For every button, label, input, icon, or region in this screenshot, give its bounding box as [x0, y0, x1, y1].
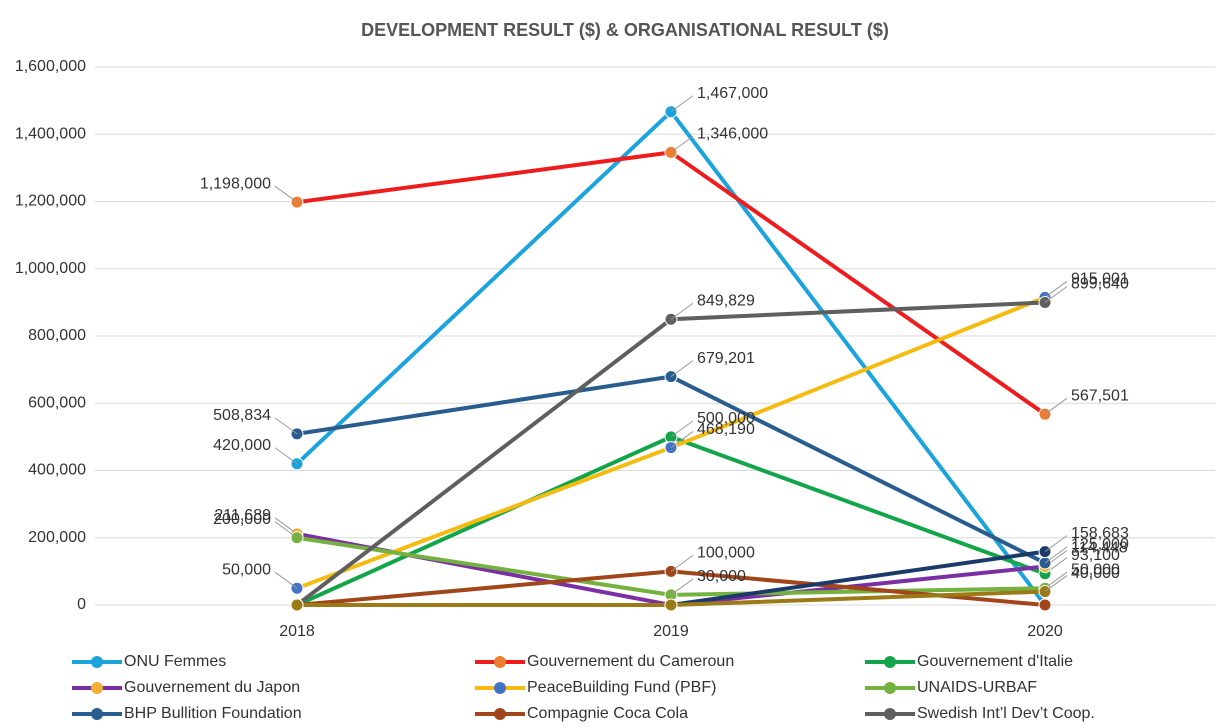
data-label: 200,000: [213, 511, 271, 528]
data-label: 468,190: [697, 421, 755, 438]
legend-label: PeaceBuilding Fund (PBF): [527, 679, 716, 696]
legend-label: Gouvernement du Japon: [124, 679, 300, 696]
data-label: 93,100: [1071, 547, 1120, 564]
legend-marker: [884, 708, 896, 720]
data-label: 50,000: [222, 561, 271, 578]
leader-line: [670, 578, 694, 596]
legend-label: Swedish Int’l Dev’t Coop.: [917, 705, 1095, 722]
data-label: 50,000: [1071, 561, 1120, 578]
leader-line: [1044, 546, 1068, 564]
y-tick-label: 0: [77, 596, 86, 613]
leader-line: [1044, 286, 1068, 303]
leader-line: [670, 554, 694, 572]
legend-marker: [494, 708, 506, 720]
data-label: 679,201: [697, 350, 755, 367]
data-label: 500,000: [697, 410, 755, 427]
data-label: 508,834: [213, 407, 271, 424]
legend-label: BHP Bullition Foundation: [124, 705, 302, 722]
data-label: 915,001: [1071, 271, 1129, 288]
leader-line: [1044, 397, 1068, 415]
y-tick-label: 1,600,000: [15, 58, 86, 75]
chart-title: DEVELOPMENT RESULT ($) & ORGANISATIONAL …: [361, 20, 889, 40]
legend-label: Compagnie Coca Cola: [527, 705, 688, 722]
leader-line: [274, 517, 298, 535]
y-tick-label: 200,000: [28, 529, 86, 546]
legend-marker: [91, 656, 103, 668]
data-label: 1,467,000: [697, 85, 768, 102]
leader-line: [274, 185, 298, 203]
y-tick-label: 1,200,000: [15, 193, 86, 210]
leader-line: [670, 360, 694, 378]
legend-marker: [884, 682, 896, 694]
x-tick-label: 2018: [279, 623, 315, 640]
legend-label: UNAIDS-URBAF: [917, 679, 1037, 696]
y-tick-label: 800,000: [28, 327, 86, 344]
leader-line: [670, 95, 694, 113]
data-label: 420,000: [213, 437, 271, 454]
leader-line: [670, 302, 694, 320]
leader-line: [1044, 571, 1068, 589]
y-tick-label: 1,400,000: [15, 125, 86, 142]
leader-line: [1044, 575, 1068, 592]
leader-line: [274, 571, 298, 589]
data-label: 899,640: [1071, 276, 1129, 293]
leader-line: [274, 521, 298, 539]
leader-line: [1044, 280, 1068, 298]
data-point: [1038, 598, 1052, 612]
data-label: 158,683: [1071, 525, 1129, 542]
data-label: 567,501: [1071, 387, 1129, 404]
data-point: [290, 598, 304, 612]
data-label: 40,000: [1071, 565, 1120, 582]
data-label: 211,689: [214, 507, 271, 524]
legend-label: Gouvernement d'Italie: [917, 653, 1073, 670]
leader-line: [670, 136, 694, 153]
legend-marker: [884, 656, 896, 668]
y-tick-label: 600,000: [28, 394, 86, 411]
data-label: 30,000: [697, 568, 746, 585]
legend-marker: [91, 682, 103, 694]
legend-label: Gouvernement du Cameroun: [527, 653, 734, 670]
leader-line: [670, 420, 694, 438]
leader-line: [1044, 535, 1068, 553]
data-label: 1,198,000: [200, 175, 271, 192]
x-tick-label: 2019: [653, 623, 689, 640]
data-label: 125,000: [1071, 536, 1129, 553]
data-label: 114,448: [1071, 540, 1128, 557]
series-line: [296, 374, 1046, 565]
leader-line: [274, 447, 298, 465]
x-tick-label: 2020: [1027, 623, 1063, 640]
data-point: [664, 598, 678, 612]
data-label: 100,000: [697, 545, 755, 562]
legend-marker: [494, 682, 506, 694]
data-label: 1,346,000: [697, 126, 768, 143]
legend-marker: [494, 656, 506, 668]
leader-line: [274, 417, 298, 435]
legend-label: ONU Femmes: [124, 653, 226, 670]
leader-line: [670, 431, 694, 448]
y-tick-label: 1,000,000: [15, 260, 86, 277]
y-tick-label: 400,000: [28, 462, 86, 479]
data-label: 849,829: [697, 292, 755, 309]
legend-marker: [91, 708, 103, 720]
